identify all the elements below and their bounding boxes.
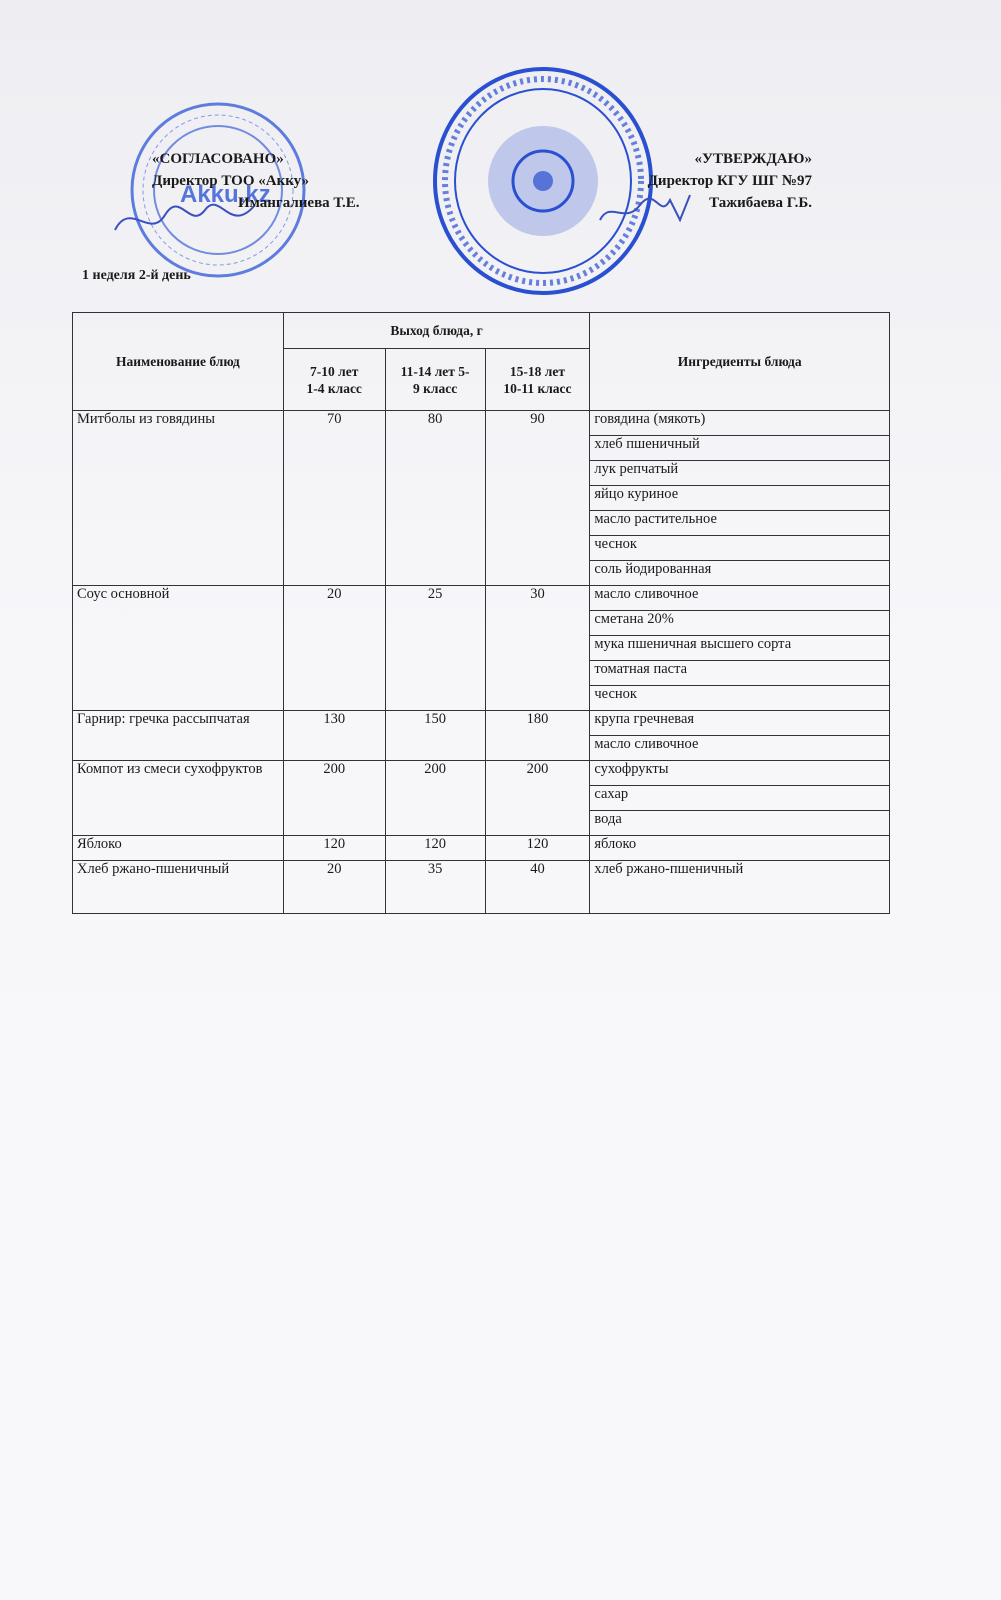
table-body: Митболы из говядины 70 80 90 говядина (мякот… [72,410,890,914]
table-row: Гарнир: гречка рассыпчатая 130 150 180 крупа… [72,710,890,761]
yield-7-10: 20 [282,860,386,914]
ingredient: сахар [589,785,890,811]
yield-11-14: 150 [384,710,486,761]
approval-left-title: «СОГЛАСОВАНО» [152,151,284,167]
left-stamp-seal: Akku.kz [130,102,306,278]
header-age-11-14: 11-14 лет 5- 9 класс [384,348,486,411]
ingredient: хлеб ржано-пшеничный [589,860,890,914]
table-row: масло сливочное [73,735,890,761]
ingredient: вода [589,810,890,836]
day-label: 1 неделя 2-й день [82,268,191,283]
approval-right-name: Тажибаева Г.Б. [709,195,812,211]
right-stamp-seal [433,67,653,295]
yield-15-18: 200 [484,760,591,836]
dish-name: Митболы из говядины [72,410,284,586]
yield-11-14: 120 [384,835,486,861]
header-age-15-18: 15-18 лет 10-11 класс [484,348,591,411]
yield-7-10: 20 [282,585,386,711]
table-row: лук репчатый [73,460,890,486]
yield-15-18: 40 [484,860,591,914]
approval-left: «СОГЛАСОВАНО» Директор ТОО «Акку» Иманга… [152,148,359,214]
ingredient: крупа гречневая [589,710,890,736]
ingredient: масло сливочное [589,585,890,611]
table-row: Хлеб ржано-пшеничный 20 35 40 хлеб ржано-пше… [72,860,890,914]
ingredient: яблоко [589,835,890,861]
table-row: Соус основной 20 25 30 масло сливочное [72,585,890,711]
yield-15-18: 180 [484,710,591,761]
yield-7-10: 130 [282,710,386,761]
ingredient: говядина (мякоть) [589,410,890,436]
header-age-7-10: 7-10 лет 1-4 класс [282,348,386,411]
right-signature [599,194,691,223]
header-ingredients: Ингредиенты блюда [589,312,890,411]
table-row: Митболы из говядины 70 80 90 говядина (мякот… [72,410,890,586]
yield-7-10: 200 [282,760,386,836]
yield-15-18: 120 [484,835,591,861]
ingredient: сухофрукты [589,760,890,786]
yield-15-18: 30 [484,585,591,711]
yield-11-14: 200 [384,760,486,836]
table-row: Компот из смеси сухофруктов 200 200 200 сухо… [72,760,890,836]
table-row: вода [73,810,890,836]
yield-7-10: 70 [282,410,386,586]
yield-11-14: 35 [384,860,486,914]
table-row: масло растительное [73,510,890,536]
svg-text:Akku.kz: Akku.kz [180,181,271,208]
dish-name: Хлеб ржано-пшеничный [72,860,284,914]
table-row: Яблоко 120 120 120 яблоко [72,835,890,861]
approval-right-position: Директор КГУ ШГ №97 [647,173,812,189]
menu-table: Наименование блюд Выход блюда, г Ингреди… [72,312,890,914]
approval-left-position: Директор ТОО «Акку» [152,173,310,189]
dish-name: Яблоко [72,835,284,861]
ingredient: хлеб пшеничный [589,435,890,461]
ingredient: томатная паста [589,660,890,686]
ingredient: чеснок [589,685,890,711]
approval-left-name: Имангалиева Т.Е. [238,195,360,211]
dish-name: Соус основной [72,585,284,711]
ingredient: масло сливочное [589,735,890,761]
approval-right: «УТВЕРЖДАЮ» Директор КГУ ШГ №97 Тажибаев… [612,148,812,214]
header-dish: Наименование блюд [72,312,284,411]
ingredient: яйцо куриное [589,485,890,511]
header-yield: Выход блюда, г [282,312,591,349]
approval-right-title: «УТВЕРЖДАЮ» [694,151,812,167]
table-row: чеснок [73,685,890,711]
table-row: чеснок [73,535,890,561]
ingredient: чеснок [589,535,890,561]
ingredient: масло растительное [589,510,890,536]
yield-15-18: 90 [484,410,591,586]
left-signature [114,203,256,231]
dish-name: Компот из смеси сухофруктов [72,760,284,836]
yield-11-14: 25 [384,585,486,711]
dish-name: Гарнир: гречка рассыпчатая [72,710,284,761]
yield-11-14: 80 [384,410,486,586]
ingredient: сметана 20% [589,610,890,636]
ingredient: соль йодированная [589,560,890,586]
ingredient: лук репчатый [589,460,890,486]
yield-7-10: 120 [282,835,386,861]
ingredient: мука пшеничная высшего сорта [589,635,890,661]
